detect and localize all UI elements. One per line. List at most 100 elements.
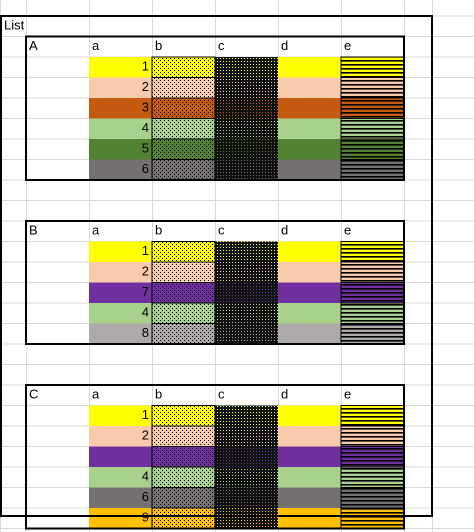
color-cell (278, 159, 341, 180)
row-number: 6 (142, 489, 149, 504)
column-header: b (155, 38, 162, 53)
color-cell (89, 57, 152, 78)
color-cell (151, 466, 216, 488)
color-cell (215, 323, 278, 344)
color-cell (151, 241, 216, 263)
color-cell (215, 57, 278, 78)
column-header: b (155, 223, 162, 238)
row-number: 8 (142, 325, 149, 340)
color-cell (215, 405, 278, 426)
color-cell (151, 487, 216, 509)
color-cell (278, 139, 341, 160)
column-header: d (281, 387, 288, 402)
sheet-title: List (4, 18, 25, 33)
column-header: b (155, 387, 162, 402)
color-cell (89, 98, 152, 119)
column-header: a (92, 387, 100, 402)
row-number: 1 (142, 59, 149, 74)
color-cell (278, 405, 341, 426)
row-number: 9 (142, 510, 149, 525)
color-cell (215, 303, 278, 324)
color-cell (89, 159, 152, 180)
color-cell (215, 446, 278, 467)
row-number: 4 (142, 305, 149, 320)
color-cell (89, 467, 152, 488)
color-cell (278, 77, 341, 98)
color-cell (89, 426, 152, 447)
color-cell (215, 508, 278, 529)
column-header: e (344, 387, 351, 402)
color-cell (340, 77, 405, 99)
row-number: 2 (142, 264, 149, 279)
color-cell (278, 262, 341, 283)
color-cell (89, 282, 152, 303)
color-cell (340, 446, 405, 468)
color-cell (340, 405, 405, 427)
column-header: a (92, 38, 100, 53)
column-header: e (344, 38, 351, 53)
color-cell (151, 323, 216, 345)
color-cell (89, 323, 152, 344)
block-border (25, 35, 405, 181)
color-cell (340, 323, 405, 345)
color-cell (278, 323, 341, 344)
color-cell (278, 508, 341, 529)
color-cell (340, 425, 405, 447)
color-cell (278, 118, 341, 139)
color-cell (340, 261, 405, 283)
column-header: c (218, 387, 225, 402)
row-number: 3 (142, 100, 149, 115)
row-number: 6 (142, 161, 149, 176)
color-cell (89, 77, 152, 98)
color-cell (215, 487, 278, 508)
color-cell (151, 77, 216, 99)
color-cell (278, 57, 341, 78)
block-border (25, 384, 405, 530)
color-cell (215, 159, 278, 180)
row-number: 1 (142, 243, 149, 258)
color-cell (340, 487, 405, 509)
color-cell (278, 426, 341, 447)
block-label: B (29, 223, 38, 238)
color-cell (151, 138, 216, 160)
color-cell (215, 98, 278, 119)
column-header: e (344, 223, 351, 238)
block-border (25, 220, 405, 345)
column-header: d (281, 38, 288, 53)
column-header: c (218, 38, 225, 53)
color-cell (151, 507, 216, 529)
color-cell (89, 262, 152, 283)
color-cell (215, 139, 278, 160)
color-cell (151, 425, 216, 447)
color-cell (340, 241, 405, 263)
color-cell (340, 282, 405, 304)
color-cell (151, 261, 216, 283)
color-cell (278, 467, 341, 488)
color-cell (215, 77, 278, 98)
color-cell (278, 98, 341, 119)
row-number: 4 (142, 120, 149, 135)
color-cell (89, 303, 152, 324)
color-cell (215, 467, 278, 488)
row-number: 4 (142, 469, 149, 484)
color-cell (278, 303, 341, 324)
color-cell (151, 282, 216, 304)
color-cell (340, 302, 405, 324)
row-number: 7 (142, 284, 149, 299)
column-header: d (281, 223, 288, 238)
color-cell (278, 487, 341, 508)
color-cell (151, 159, 216, 181)
color-cell (151, 118, 216, 140)
color-cell (151, 405, 216, 427)
color-cell (151, 97, 216, 119)
color-cell (89, 118, 152, 139)
color-cell (151, 446, 216, 468)
color-cell (278, 282, 341, 303)
row-number: 2 (142, 428, 149, 443)
color-cell (340, 97, 405, 119)
color-cell (215, 426, 278, 447)
block-label: A (29, 38, 38, 53)
color-cell (89, 508, 152, 529)
outer-border (0, 15, 433, 517)
